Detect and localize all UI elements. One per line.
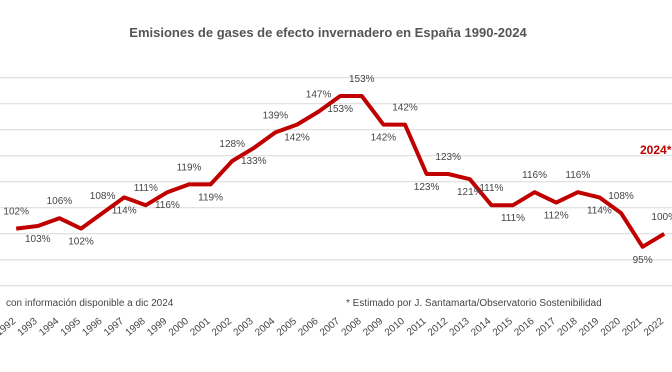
x-tick-label: 2018 — [556, 316, 580, 339]
data-label: 153% — [349, 74, 375, 85]
data-label: 114% — [112, 205, 137, 216]
data-label: 108% — [608, 191, 634, 202]
data-line — [15, 94, 666, 249]
data-label: 116% — [565, 170, 590, 181]
data-label: 114% — [587, 205, 612, 216]
data-label: 153% — [327, 104, 353, 115]
data-label: 106% — [47, 196, 73, 207]
x-tick-label: 2007 — [318, 316, 342, 339]
data-label: 100% — [651, 212, 672, 223]
data-label: 102% — [68, 237, 94, 248]
data-label: 123% — [435, 152, 461, 163]
data-label: 133% — [241, 156, 267, 167]
data-label: 116% — [522, 170, 547, 181]
x-tick-label: 2005 — [275, 316, 299, 339]
data-label: 103% — [25, 234, 51, 245]
x-tick-label: 1994 — [37, 316, 61, 339]
x-tick-label: 2002 — [210, 316, 234, 339]
x-tick-label: 2000 — [167, 316, 191, 339]
data-label: 95% — [633, 255, 653, 266]
x-tick-label: 2010 — [383, 316, 407, 339]
annotation: 2024* — [640, 143, 672, 157]
x-tick-label: 2012 — [426, 316, 450, 339]
x-tick-label: 2003 — [232, 316, 256, 339]
x-tick-label: 2008 — [340, 316, 364, 339]
data-label: 142% — [392, 103, 418, 114]
data-label: 147% — [306, 90, 332, 101]
data-label: 119% — [198, 192, 223, 203]
data-label: 123% — [414, 182, 440, 193]
data-label: 142% — [284, 133, 310, 144]
x-tick-label: 1995 — [59, 316, 83, 339]
x-tick-label: 1996 — [80, 316, 104, 339]
x-tick-label: 1992 — [0, 316, 18, 339]
x-tick-label: 2015 — [491, 316, 515, 339]
chart-title: Emisiones de gases de efecto invernadero… — [129, 25, 527, 40]
data-label: 111% — [134, 183, 158, 194]
data-label: 121% — [457, 187, 483, 198]
x-tick-label: 2009 — [361, 316, 385, 339]
x-tick-label: 2014 — [469, 316, 493, 339]
x-tick-label: 2001 — [188, 316, 212, 339]
x-tick-label: 2022 — [642, 316, 666, 339]
footnote: * Estimado por J. Santamarta/Observatori… — [346, 298, 602, 309]
data-label: 102% — [3, 207, 29, 218]
x-tick-label: 1999 — [145, 316, 169, 339]
data-label: 108% — [90, 191, 116, 202]
x-tick-label: 1997 — [102, 316, 126, 339]
x-tick-label: 2016 — [512, 316, 536, 339]
x-tick-label: 1993 — [16, 316, 40, 339]
x-tick-label: 2021 — [620, 316, 644, 339]
data-label: 128% — [219, 139, 245, 150]
data-label: 111% — [479, 183, 503, 194]
x-tick-label: 2013 — [448, 316, 472, 339]
data-label: 111% — [501, 213, 525, 224]
footnote: con información disponible a dic 2024 — [6, 298, 174, 309]
data-label: 142% — [371, 133, 397, 144]
data-label: 112% — [544, 211, 569, 222]
x-tick-label: 2004 — [253, 316, 277, 339]
data-label: 119% — [177, 162, 202, 173]
x-tick-label: 2020 — [599, 316, 623, 339]
data-label: 116% — [155, 200, 180, 211]
x-tick-label: 2019 — [577, 316, 601, 339]
data-label: 139% — [263, 110, 289, 121]
x-tick-label: 2017 — [534, 316, 558, 339]
x-tick-label: 1998 — [124, 316, 148, 339]
x-tick-label: 2011 — [405, 316, 429, 339]
x-tick-label: 2006 — [296, 316, 320, 339]
